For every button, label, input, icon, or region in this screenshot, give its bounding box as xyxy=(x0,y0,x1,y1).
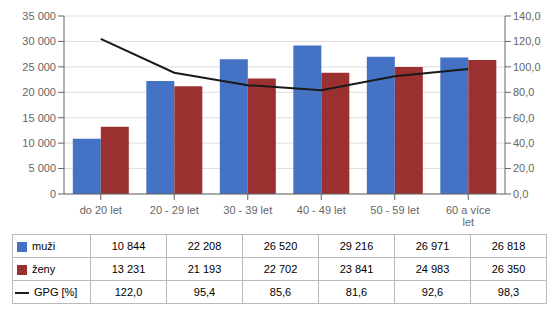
html-text:22 702: 22 702 xyxy=(263,263,298,275)
html-text:24 983: 24 983 xyxy=(415,263,450,275)
html-text:ženy: ženy xyxy=(32,263,56,276)
html-text:122,0: 122,0 xyxy=(114,286,143,298)
html-text:10 844: 10 844 xyxy=(111,240,146,252)
html-text:81,6: 81,6 xyxy=(345,286,368,298)
svg-text:do 20 let: do 20 let xyxy=(80,204,122,216)
svg-text:15 000: 15 000 xyxy=(22,112,56,124)
svg-text:40,0: 40,0 xyxy=(513,137,534,149)
svg-text:20,0: 20,0 xyxy=(513,162,534,174)
html-text:85,6: 85,6 xyxy=(269,286,292,298)
html-text:29 216: 29 216 xyxy=(339,240,374,252)
svg-text:0,0: 0,0 xyxy=(513,188,528,200)
html-text:95,4: 95,4 xyxy=(193,286,216,298)
svg-text:60,0: 60,0 xyxy=(513,112,534,124)
svg-text:120,0: 120,0 xyxy=(513,35,541,47)
svg-text:140,0: 140,0 xyxy=(513,10,541,22)
html-text:21 193: 21 193 xyxy=(187,263,222,275)
html-text:22 208: 22 208 xyxy=(187,240,222,252)
html-text:26 971: 26 971 xyxy=(415,240,450,252)
html-text:92,6: 92,6 xyxy=(421,286,444,298)
svg-text:20 - 29 let: 20 - 29 let xyxy=(150,204,199,216)
html-text:muži: muži xyxy=(32,240,56,253)
svg-text:25 000: 25 000 xyxy=(22,61,56,73)
svg-text:80,0: 80,0 xyxy=(513,86,534,98)
html-text:98,3: 98,3 xyxy=(497,286,520,298)
svg-text:20 000: 20 000 xyxy=(22,86,56,98)
svg-text:50 - 59 let: 50 - 59 let xyxy=(370,204,419,216)
html-text:13 231: 13 231 xyxy=(111,263,146,275)
html-text:26 520: 26 520 xyxy=(263,240,298,252)
svg-text:30 000: 30 000 xyxy=(22,35,56,47)
html-text:26 350: 26 350 xyxy=(491,263,526,275)
html-text:23 841: 23 841 xyxy=(339,263,374,275)
html-text:GPG [%]: GPG [%] xyxy=(34,286,78,299)
svg-text:35 000: 35 000 xyxy=(22,10,56,22)
svg-text:10 000: 10 000 xyxy=(22,137,56,149)
svg-text:60 a vícelet: 60 a vícelet xyxy=(446,204,491,228)
svg-text:100,0: 100,0 xyxy=(513,61,541,73)
svg-text:30 - 39 let: 30 - 39 let xyxy=(223,204,272,216)
svg-text:40 - 49 let: 40 - 49 let xyxy=(297,204,346,216)
html-text:26 818: 26 818 xyxy=(491,240,526,252)
svg-text:5 000: 5 000 xyxy=(28,162,56,174)
svg-text:0: 0 xyxy=(50,188,56,200)
